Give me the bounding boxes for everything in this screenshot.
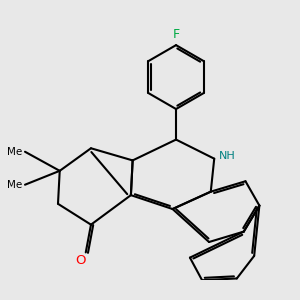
Text: Me: Me [7, 147, 22, 157]
Text: O: O [75, 254, 86, 267]
Text: NH: NH [218, 151, 235, 161]
Text: F: F [172, 28, 180, 41]
Text: Me: Me [7, 180, 22, 190]
